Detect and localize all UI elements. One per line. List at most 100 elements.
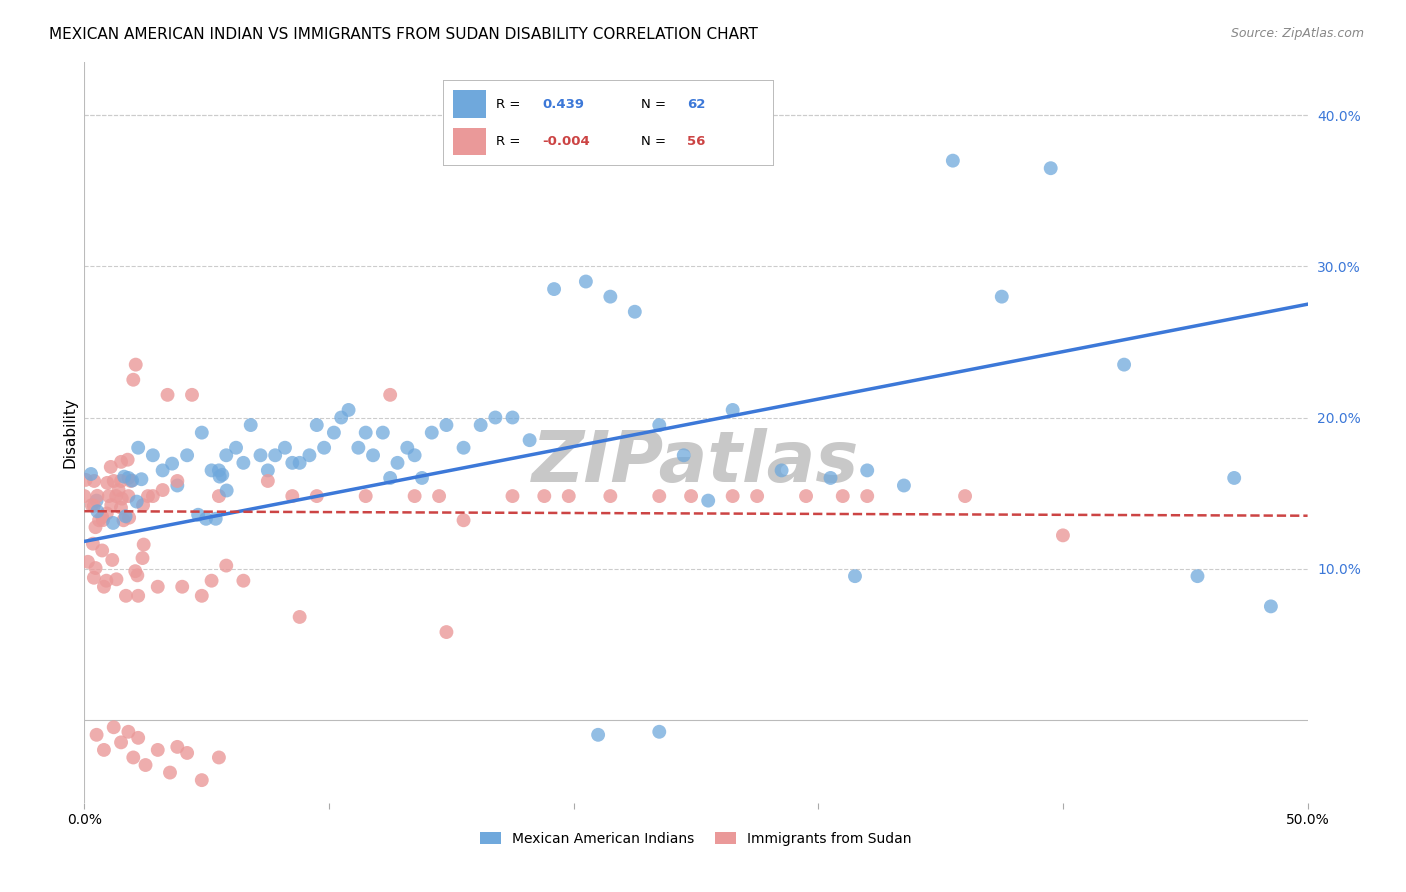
Point	[502, 410, 524, 425]
Point	[305, 418, 328, 433]
Point	[118, 510, 141, 524]
Point	[84, 561, 107, 575]
Point	[166, 474, 188, 488]
Point	[83, 571, 105, 585]
Point	[354, 425, 377, 440]
Point	[172, 580, 194, 594]
Point	[103, 720, 125, 734]
Point	[249, 448, 271, 462]
Point	[93, 743, 115, 757]
Point	[111, 491, 134, 506]
Point	[105, 572, 128, 586]
Point	[404, 448, 426, 462]
Point	[208, 469, 231, 483]
Point	[453, 513, 475, 527]
Point	[1052, 528, 1074, 542]
Point	[125, 358, 148, 372]
Point	[831, 489, 853, 503]
Point	[281, 456, 304, 470]
Point	[893, 478, 915, 492]
Point	[77, 555, 100, 569]
Point	[856, 489, 879, 503]
Point	[152, 463, 174, 477]
Point	[697, 493, 720, 508]
Point	[112, 513, 135, 527]
Point	[404, 489, 426, 503]
Point	[387, 456, 409, 470]
Point	[166, 739, 188, 754]
Point	[97, 489, 120, 503]
Point	[110, 474, 132, 488]
Point	[125, 494, 148, 508]
Point	[166, 478, 188, 492]
Point	[1187, 569, 1209, 583]
Point	[142, 448, 165, 462]
Point	[371, 425, 394, 440]
Point	[844, 569, 866, 583]
Point	[337, 403, 360, 417]
Point	[117, 724, 139, 739]
Point	[101, 516, 124, 530]
Point	[648, 418, 671, 433]
Point	[191, 589, 214, 603]
Legend: Mexican American Indians, Immigrants from Sudan: Mexican American Indians, Immigrants fro…	[475, 826, 917, 851]
Point	[599, 489, 621, 503]
Point	[146, 743, 169, 757]
Point	[96, 574, 118, 588]
Point	[1039, 161, 1062, 176]
Point	[114, 509, 136, 524]
Point	[200, 463, 222, 477]
Point	[314, 441, 336, 455]
Point	[239, 418, 262, 433]
Point	[159, 765, 181, 780]
Point	[132, 538, 155, 552]
Point	[73, 489, 96, 503]
Point	[215, 448, 238, 462]
Point	[96, 475, 118, 490]
Point	[204, 512, 226, 526]
Point	[1114, 358, 1136, 372]
Point	[436, 625, 458, 640]
Point	[160, 457, 183, 471]
Point	[232, 574, 254, 588]
Point	[110, 735, 132, 749]
Point	[100, 498, 122, 512]
Point	[101, 553, 124, 567]
Point	[176, 448, 198, 462]
Point	[208, 463, 231, 477]
Point	[257, 474, 280, 488]
Point	[115, 589, 138, 603]
Point	[84, 520, 107, 534]
Point	[288, 456, 311, 470]
Point	[93, 580, 115, 594]
Point	[135, 758, 157, 772]
Point	[91, 543, 114, 558]
Point	[330, 410, 353, 425]
Text: N =: N =	[641, 135, 666, 148]
Point	[856, 463, 879, 477]
Point	[575, 275, 598, 289]
Point	[215, 483, 238, 498]
Point	[80, 498, 103, 512]
Point	[131, 472, 153, 486]
Point	[281, 489, 304, 503]
Point	[146, 580, 169, 594]
Point	[322, 425, 344, 440]
Point	[558, 489, 581, 503]
Point	[86, 728, 108, 742]
Point	[136, 489, 159, 503]
FancyBboxPatch shape	[453, 90, 486, 118]
Point	[648, 724, 671, 739]
Text: 56: 56	[688, 135, 706, 148]
Point	[721, 403, 744, 417]
Point	[420, 425, 443, 440]
Point	[470, 418, 492, 433]
Point	[453, 441, 475, 455]
Point	[86, 504, 108, 518]
Point	[96, 507, 118, 521]
Point	[82, 537, 104, 551]
Point	[91, 510, 114, 524]
Point	[122, 373, 145, 387]
Point	[103, 474, 125, 488]
Point	[721, 489, 744, 503]
